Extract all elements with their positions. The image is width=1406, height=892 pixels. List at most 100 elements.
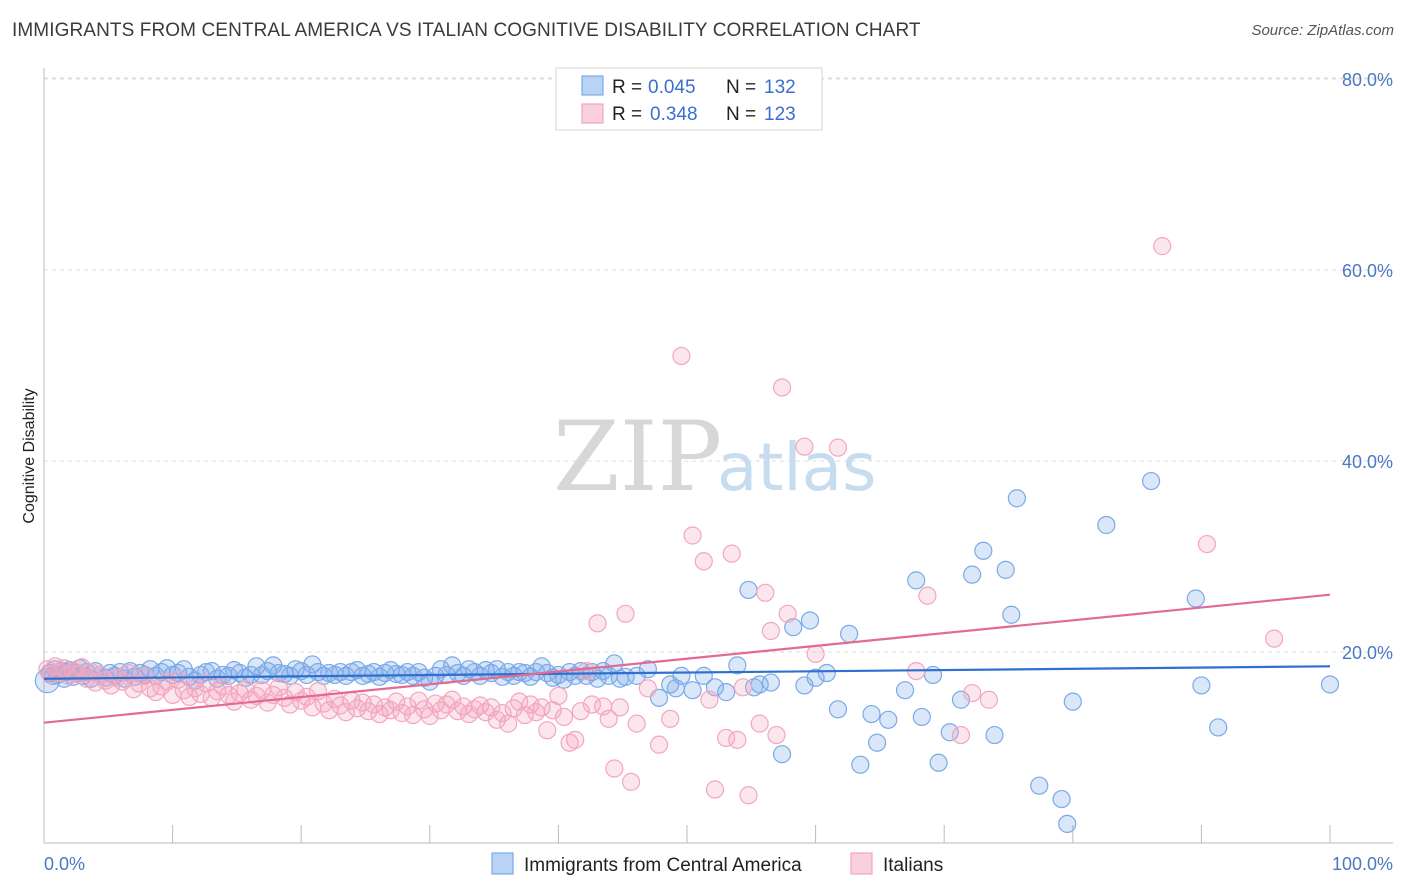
- point-italians-114: [694, 552, 713, 571]
- trend-line-italians: [43, 593, 1331, 724]
- point-central-america-151: [1007, 489, 1026, 508]
- point-italians-125: [767, 725, 786, 745]
- point-italians-33: [208, 682, 227, 701]
- point-central-america-149: [996, 560, 1015, 579]
- point-italians-87: [510, 692, 529, 711]
- point-central-america-140: [907, 571, 926, 590]
- point-italians-103: [599, 709, 618, 728]
- point-italians-88: [515, 705, 534, 725]
- point-italians-132: [918, 586, 937, 605]
- point-italians-97: [566, 730, 585, 749]
- point-italians-126: [772, 378, 792, 397]
- point-italians-113: [683, 526, 702, 545]
- point-central-america-146: [963, 565, 982, 584]
- point-italians-137: [1197, 534, 1217, 554]
- y-tick-label-60: 60.0%: [1342, 261, 1393, 281]
- point-italians-108: [627, 714, 646, 733]
- legend-swatch-blue: [581, 75, 604, 96]
- point-italians-61: [364, 695, 383, 714]
- legend-r-label-2: R =: [612, 104, 642, 125]
- point-central-america-142: [923, 665, 943, 685]
- point-italians-123: [756, 583, 775, 602]
- legend-n-value-2: 123: [764, 104, 796, 125]
- point-central-america-156: [1097, 515, 1116, 535]
- trend-line-central-america: [43, 665, 1331, 680]
- point-italians-92: [538, 721, 557, 740]
- point-italians-138: [1264, 629, 1284, 648]
- source-note: Source: ZipAtlas.com: [1251, 22, 1394, 39]
- point-italians-109: [638, 679, 657, 698]
- y-tick-label-20: 20.0%: [1342, 643, 1393, 663]
- point-central-america-153: [1052, 789, 1071, 809]
- point-central-america-136: [862, 704, 881, 724]
- point-central-america-132: [817, 663, 836, 683]
- point-italians-106: [616, 604, 635, 623]
- legend-r-value-1: 0.045: [648, 77, 696, 98]
- point-central-america-139: [895, 681, 915, 700]
- point-central-america-155: [1063, 692, 1082, 711]
- watermark-atlas: atlas: [717, 429, 877, 506]
- point-central-america-160: [1209, 718, 1228, 737]
- point-italians-44: [269, 678, 288, 697]
- point-central-america-141: [912, 707, 931, 727]
- point-central-america-150: [1002, 605, 1021, 624]
- point-central-america-122: [728, 656, 747, 675]
- point-italians-26: [169, 670, 188, 689]
- point-central-america-131: [806, 668, 825, 687]
- legend-swatch-central-america: [491, 852, 514, 875]
- point-italians-115: [700, 690, 719, 709]
- point-italians-136: [1153, 237, 1172, 256]
- trend-lines: [43, 593, 1331, 724]
- axes: [43, 68, 1393, 844]
- point-italians-107: [621, 772, 641, 791]
- legend-n-label-2: N =: [726, 104, 756, 125]
- legend-label-italians: Italians: [883, 855, 943, 876]
- point-central-america-148: [985, 725, 1004, 745]
- point-central-america-130: [800, 611, 820, 630]
- point-central-america-118: [683, 681, 702, 700]
- point-italians-65: [387, 692, 406, 711]
- series-legend: Immigrants from Central America Italians: [491, 852, 943, 876]
- point-italians-129: [806, 644, 825, 664]
- y-tick-label-80: 80.0%: [1342, 70, 1393, 90]
- stats-legend: R = 0.045 N = 132 R = 0.348 N = 123: [555, 67, 823, 131]
- watermark-zip: ZIP: [553, 401, 722, 513]
- point-italians-110: [649, 735, 669, 754]
- point-italians-104: [605, 759, 624, 778]
- chart-title: IMMIGRANTS FROM CENTRAL AMERICA VS ITALI…: [12, 20, 921, 41]
- x-tick-label-max: 100.0%: [1332, 854, 1393, 874]
- point-italians-91: [532, 698, 551, 717]
- point-central-america-127: [772, 745, 792, 764]
- point-central-america-137: [868, 733, 887, 752]
- point-central-america-135: [851, 755, 870, 774]
- point-italians-121: [739, 786, 758, 805]
- point-italians-116: [705, 780, 725, 799]
- point-italians-130: [828, 438, 848, 457]
- point-central-america-123: [739, 580, 758, 600]
- point-central-america-157: [1141, 471, 1161, 491]
- x-tick-label-min: 0.0%: [44, 854, 85, 874]
- point-italians-84: [493, 704, 512, 723]
- point-central-america-117: [672, 666, 691, 685]
- point-italians-94: [549, 686, 568, 706]
- point-italians-124: [761, 621, 780, 641]
- y-tick-labels: 20.0% 40.0% 60.0% 80.0%: [1342, 70, 1393, 663]
- series-italians-points: [38, 237, 1284, 805]
- grid-lines: [44, 77, 1393, 653]
- point-central-america-128: [784, 618, 803, 637]
- point-italians-85: [498, 714, 518, 733]
- point-central-america-145: [951, 690, 971, 709]
- point-central-america-147: [974, 541, 993, 560]
- point-central-america-112: [627, 666, 646, 685]
- point-italians-120: [733, 678, 753, 697]
- point-italians-105: [610, 698, 630, 717]
- point-italians-135: [979, 690, 999, 709]
- point-central-america-152: [1030, 776, 1049, 795]
- point-italians-56: [336, 703, 356, 722]
- legend-swatch-italians: [850, 852, 873, 875]
- legend-swatch-pink: [581, 103, 604, 124]
- legend-label-central-america: Immigrants from Central America: [524, 855, 802, 876]
- point-italians-118: [722, 544, 741, 563]
- point-central-america-158: [1186, 589, 1205, 608]
